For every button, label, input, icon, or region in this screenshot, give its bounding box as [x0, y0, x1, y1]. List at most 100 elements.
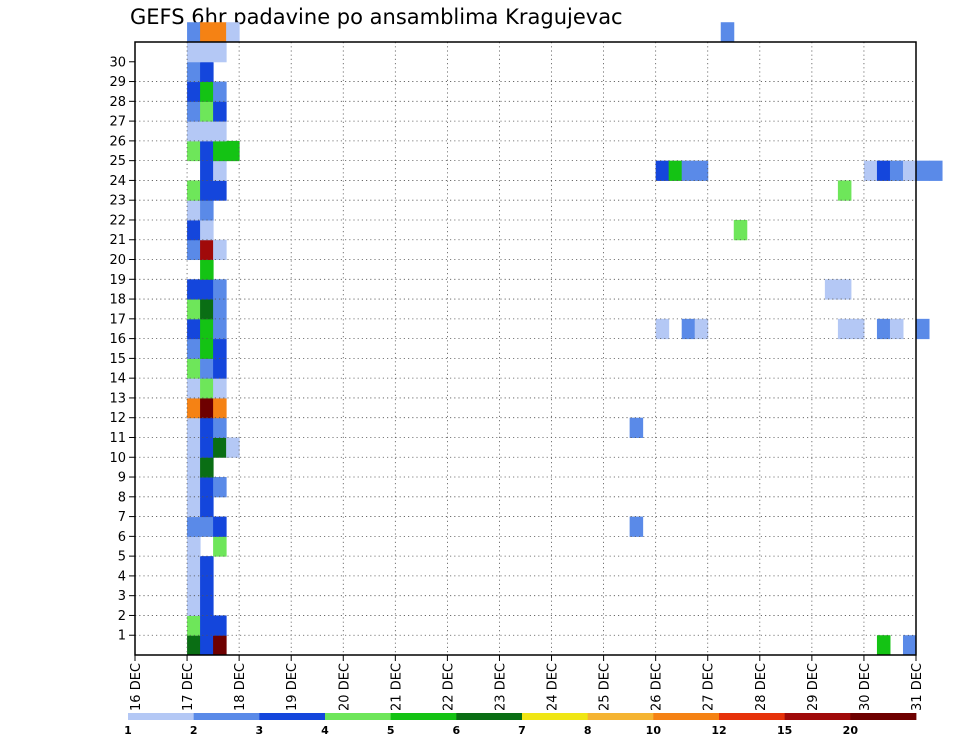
heatmap-cell — [876, 160, 891, 181]
heatmap-cell — [187, 575, 201, 597]
y-tick-label: 19 — [109, 273, 126, 288]
colorbar: 1 2 3 4 5 6 7 8 10 12 15 20 — [124, 713, 917, 737]
heatmap-cell — [187, 299, 201, 320]
heatmap-cell — [889, 318, 904, 340]
heatmap-cell — [876, 635, 891, 656]
heatmap-cell — [200, 140, 214, 162]
y-tick-label: 13 — [109, 391, 126, 406]
y-tick-label: 30 — [109, 55, 126, 70]
colorbar-swatch — [522, 713, 589, 720]
heatmap-cell — [213, 279, 227, 300]
y-tick-label: 24 — [109, 174, 126, 189]
heatmap-cell — [187, 556, 201, 577]
y-tick-label: 5 — [118, 550, 126, 565]
heatmap-cell — [200, 318, 214, 340]
colorbar-label: 8 — [584, 724, 592, 737]
heatmap-cell — [187, 219, 201, 241]
y-tick-label: 1 — [118, 629, 126, 644]
heatmap-cell — [902, 160, 917, 181]
y-tick-label: 23 — [109, 194, 126, 209]
heatmap-cell — [629, 516, 644, 537]
heatmap-cell — [213, 160, 227, 181]
colorbar-swatch — [850, 713, 917, 720]
x-tick-label: 26 DEC — [650, 663, 665, 711]
heatmap-cell — [200, 437, 214, 458]
heatmap-cell — [187, 239, 201, 261]
heatmap-cell — [916, 160, 930, 181]
heatmap-cell — [629, 417, 644, 438]
heatmap-cell — [187, 22, 201, 43]
colorbar-label: 6 — [453, 724, 461, 737]
y-tick-label: 14 — [109, 372, 126, 387]
heatmap-cell — [200, 496, 214, 518]
heatmap-cell — [187, 358, 201, 379]
heatmap-cell — [837, 279, 852, 300]
y-axis: 1234567891011121314151617181920212223242… — [109, 55, 135, 644]
heatmap-cell — [200, 299, 214, 320]
heatmap-cell — [213, 81, 227, 102]
heatmap-cell — [200, 259, 214, 280]
heatmap-cell — [187, 81, 201, 102]
colorbar-swatch — [784, 713, 851, 720]
heatmap-cell — [213, 239, 227, 261]
heatmap-cell — [824, 279, 839, 300]
heatmap-cell — [187, 437, 201, 458]
heatmap-cell — [837, 318, 852, 340]
y-tick-label: 9 — [118, 471, 126, 486]
colorbar-swatch — [325, 713, 392, 720]
y-tick-label: 8 — [118, 490, 126, 505]
heatmap-cell — [213, 338, 227, 359]
heatmap-cell — [213, 635, 227, 656]
heatmap-cell — [681, 318, 696, 340]
y-tick-label: 16 — [109, 332, 126, 347]
heatmap-cell — [187, 635, 201, 656]
colorbar-label: 12 — [711, 724, 726, 737]
heatmap-cell — [200, 338, 214, 359]
heatmap-cell — [916, 318, 930, 340]
heatmap-cell — [187, 496, 201, 518]
heatmap-cell — [200, 81, 214, 102]
heatmap-cell — [226, 22, 240, 43]
heatmap-cell — [213, 22, 227, 43]
y-tick-label: 7 — [118, 510, 126, 525]
y-tick-label: 22 — [109, 213, 126, 228]
heatmap-cell — [733, 219, 748, 241]
heatmap-cell — [213, 140, 227, 162]
x-tick-label: 20 DEC — [337, 663, 352, 711]
heatmap-cell — [655, 318, 670, 340]
heatmap-cell — [850, 318, 865, 340]
heatmap-cell — [200, 160, 214, 181]
heatmap-cell — [187, 200, 201, 221]
y-tick-label: 29 — [109, 75, 126, 90]
y-tick-label: 17 — [109, 312, 126, 327]
heatmap-cell — [200, 477, 214, 498]
colorbar-label: 10 — [646, 724, 662, 737]
heatmap-cell — [213, 42, 227, 63]
heatmap-cell — [187, 457, 201, 478]
heatmap-cell — [213, 437, 227, 458]
x-tick-label: 17 DEC — [181, 663, 196, 711]
heatmap-cell — [213, 536, 227, 557]
heatmap-cell — [213, 615, 227, 636]
heatmap-cell — [187, 318, 201, 340]
colorbar-label: 5 — [387, 724, 395, 737]
heatmap-cell — [681, 160, 696, 181]
heatmap-cell — [200, 378, 214, 399]
colorbar-label: 15 — [777, 724, 792, 737]
heatmap-cell — [200, 219, 214, 241]
colorbar-swatch — [390, 713, 457, 720]
heatmap-cell — [200, 200, 214, 221]
heatmap-cell — [200, 239, 214, 261]
heatmap-cell — [200, 575, 214, 597]
colorbar-label: 1 — [124, 724, 132, 737]
heatmap-cell — [668, 160, 683, 181]
y-tick-label: 27 — [109, 115, 126, 130]
heatmap-cell — [200, 180, 214, 201]
colorbar-swatch — [193, 713, 260, 720]
heatmap-cell — [187, 536, 201, 557]
x-tick-label: 29 DEC — [806, 663, 821, 711]
heatmap-cell — [213, 397, 227, 419]
heatmap-cell — [876, 318, 891, 340]
heatmap-cell — [187, 140, 201, 162]
heatmap-cell — [213, 417, 227, 438]
